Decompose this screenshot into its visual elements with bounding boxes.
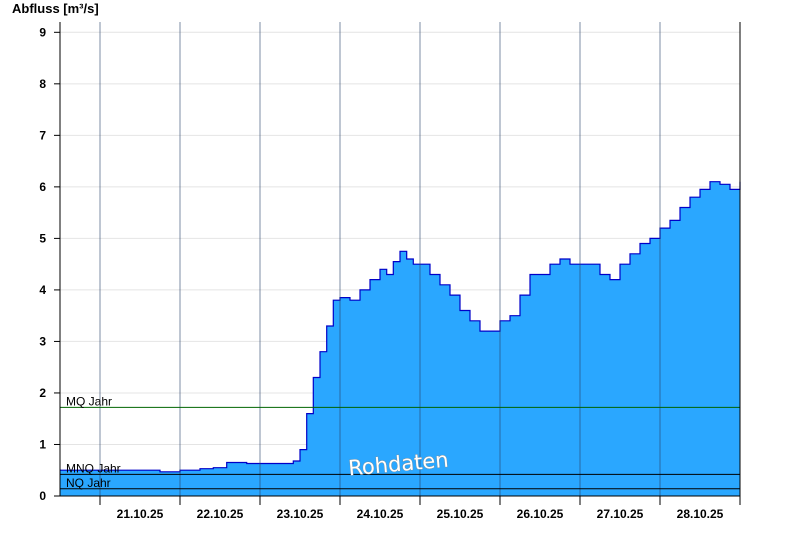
series-area-layer bbox=[60, 181, 741, 496]
x-tick-label: 21.10.25 bbox=[117, 507, 164, 521]
y-tick-label: 3 bbox=[39, 334, 46, 348]
x-tick-label: 24.10.25 bbox=[357, 507, 404, 521]
x-tick-label: 23.10.25 bbox=[277, 507, 324, 521]
y-tick-label: 5 bbox=[39, 231, 46, 245]
x-tick-label: 26.10.25 bbox=[517, 507, 564, 521]
series-area bbox=[60, 181, 740, 496]
y-tick-label: 1 bbox=[39, 437, 46, 451]
x-tick-label: 25.10.25 bbox=[437, 507, 484, 521]
y-tick-label: 8 bbox=[39, 77, 46, 91]
y-tick-label: 4 bbox=[39, 283, 46, 297]
y-tick-label: 7 bbox=[39, 128, 46, 142]
y-tick-label: 9 bbox=[39, 25, 46, 39]
reference-line-label: NQ Jahr bbox=[66, 476, 111, 490]
y-tick-label: 6 bbox=[39, 180, 46, 194]
reference-line-label: MQ Jahr bbox=[66, 394, 112, 408]
x-tick-label: 28.10.25 bbox=[677, 507, 724, 521]
reference-line-label: MNQ Jahr bbox=[66, 461, 121, 475]
grid-lines bbox=[60, 31, 740, 445]
y-axis-ticks: 0 1 2 3 4 5 6 7 8 9 bbox=[39, 25, 60, 503]
y-axis-label: Abfluss [m³/s] bbox=[12, 1, 99, 16]
y-tick-label: 0 bbox=[39, 489, 46, 503]
x-tick-label: 27.10.25 bbox=[597, 507, 644, 521]
y-tick-label: 2 bbox=[39, 386, 46, 400]
axes bbox=[56, 22, 741, 497]
x-tick-label: 22.10.25 bbox=[197, 507, 244, 521]
x-axis-ticks: 21.10.25 22.10.25 23.10.25 24.10.25 25.10.25… bbox=[99, 496, 741, 521]
series-line bbox=[60, 181, 741, 473]
